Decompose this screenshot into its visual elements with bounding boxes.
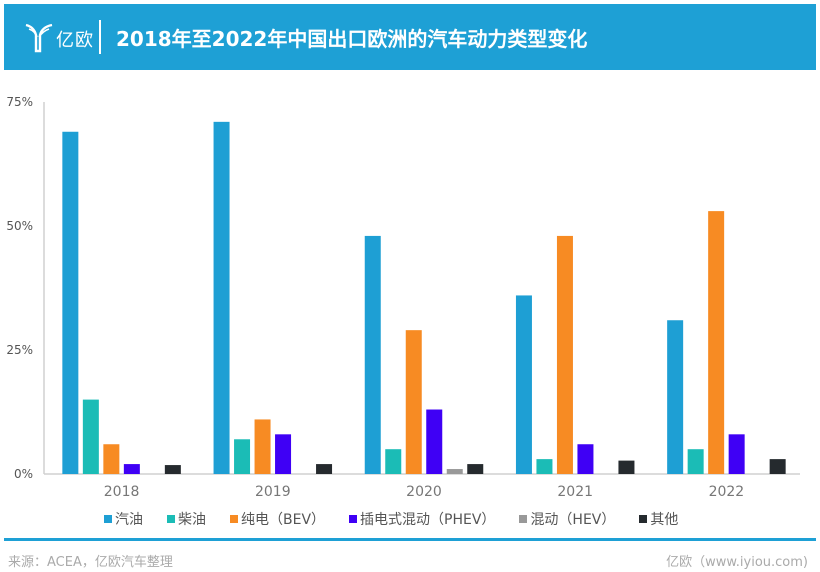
- y-axis-labels: 0% 25% 50% 75%: [6, 95, 33, 481]
- bar-2020-1: [385, 449, 402, 474]
- chart-legend: 汽油 柴油 纯电（BEV） 插电式混动（PHEV） 混动（HEV） 其他: [104, 509, 702, 529]
- legend-label: 插电式混动（PHEV）: [360, 512, 496, 528]
- bar-2019-5: [316, 464, 333, 474]
- legend-swatch-icon: [519, 515, 528, 523]
- bar-2018-1: [82, 399, 99, 474]
- legend-label: 纯电（BEV）: [241, 512, 326, 528]
- legend-label: 其他: [650, 512, 679, 528]
- bar-2018-3: [123, 464, 140, 474]
- x-tick-label: 2022: [709, 484, 745, 500]
- legend-swatch-icon: [167, 515, 175, 523]
- legend-item: 其他: [639, 509, 678, 529]
- chart-title: 2018年至2022年中国出口欧洲的汽车动力类型变化: [116, 27, 588, 51]
- legend-swatch-icon: [104, 515, 112, 523]
- bar-2018-2: [103, 444, 120, 474]
- legend-swatch-icon: [230, 515, 238, 523]
- legend-label: 柴油: [178, 512, 206, 528]
- y-tick-label: 75%: [6, 95, 33, 109]
- x-tick-label: 2021: [557, 484, 593, 500]
- y-tick-label: 50%: [6, 219, 33, 233]
- bar-2022-5: [769, 459, 786, 474]
- legend-item: 柴油: [167, 509, 206, 529]
- bar-2018-0: [62, 131, 79, 474]
- bar-2021-1: [536, 459, 553, 474]
- bar-2021-2: [556, 235, 573, 474]
- bar-2022-1: [687, 449, 704, 474]
- bar-2020-3: [426, 409, 443, 474]
- legend-item: 纯电（BEV）: [230, 509, 325, 529]
- legend-item: 汽油: [104, 509, 143, 529]
- x-tick-label: 2020: [406, 484, 442, 500]
- bar-2020-5: [467, 464, 484, 474]
- legend-swatch-icon: [349, 515, 358, 523]
- header-divider: [99, 20, 101, 54]
- bar-2022-3: [728, 434, 745, 474]
- bar-2018-5: [164, 465, 181, 474]
- chart-axes: [43, 102, 800, 475]
- logo-text: 亿欧: [56, 30, 94, 51]
- bar-2020-0: [364, 235, 381, 474]
- bar-2019-2: [254, 419, 271, 474]
- source-note: 来源：ACEA，亿欧汽车整理: [8, 555, 173, 570]
- y-tick-label: 25%: [6, 343, 33, 357]
- x-tick-label: 2019: [255, 484, 291, 500]
- bar-2021-0: [515, 295, 532, 474]
- bar-2020-4: [446, 469, 463, 474]
- legend-label: 混动（HEV）: [530, 512, 616, 528]
- bar-2019-3: [275, 434, 292, 474]
- bar-2022-2: [708, 211, 725, 474]
- bar-chart: 2018 2019 2020 2021 2022 0% 25% 50% 75%: [6, 95, 800, 500]
- credit-note: 亿欧（www.iyiou.com): [666, 555, 808, 570]
- legend-item: 混动（HEV）: [519, 509, 615, 529]
- bar-2020-2: [405, 330, 422, 474]
- bar-2019-1: [234, 439, 251, 474]
- bar-2019-0: [213, 121, 230, 474]
- x-axis-labels: 2018 2019 2020 2021 2022: [104, 484, 744, 500]
- legend-swatch-icon: [639, 515, 648, 523]
- bar-2021-5: [618, 460, 635, 474]
- chart-bars: [62, 121, 786, 474]
- legend-label: 汽油: [115, 512, 143, 528]
- y-tick-label: 0%: [14, 467, 33, 481]
- footer-divider: [4, 538, 816, 541]
- yiou-logo-icon: [25, 23, 53, 53]
- bar-2022-0: [667, 320, 684, 474]
- legend-item: 插电式混动（PHEV）: [349, 509, 495, 529]
- bar-2021-3: [577, 444, 594, 474]
- x-tick-label: 2018: [104, 484, 140, 500]
- header-banner: 亿欧 2018年至2022年中国出口欧洲的汽车动力类型变化: [4, 4, 816, 70]
